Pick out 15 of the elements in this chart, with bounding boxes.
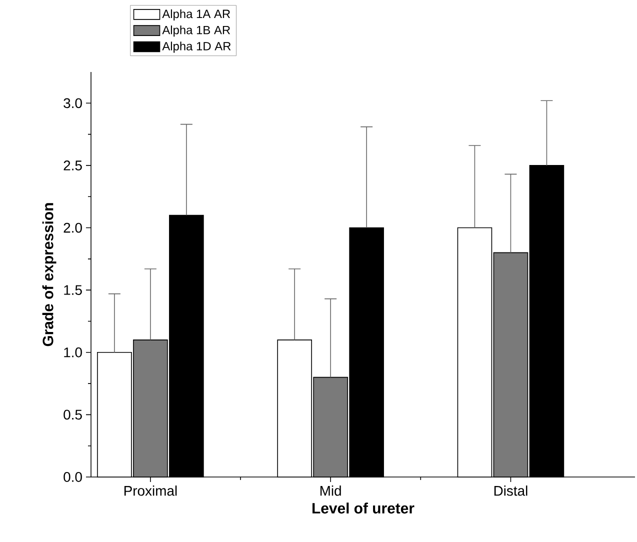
y-tick-label: 2.5 (64, 160, 82, 170)
legend-label: Alpha 1B AR (162, 26, 230, 37)
x-axis-title: Level of ureter (312, 502, 414, 514)
x-tick-label: Proximal (124, 486, 177, 496)
legend-label: Alpha 1D AR (162, 42, 231, 53)
x-tick-label: Distal (494, 486, 528, 496)
y-tick-label: 3.0 (64, 98, 82, 108)
y-axis-title: Grade of expression (42, 203, 56, 346)
legend-label: Alpha 1A AR (162, 9, 230, 21)
x-tick-label: Mid (320, 486, 341, 496)
y-tick-label: 2.0 (64, 222, 82, 233)
y-tick-label: 0.5 (64, 410, 82, 420)
y-tick-label: 0.0 (64, 472, 82, 482)
y-tick-label: 1.5 (64, 285, 82, 295)
y-tick-label: 1.0 (64, 347, 82, 358)
